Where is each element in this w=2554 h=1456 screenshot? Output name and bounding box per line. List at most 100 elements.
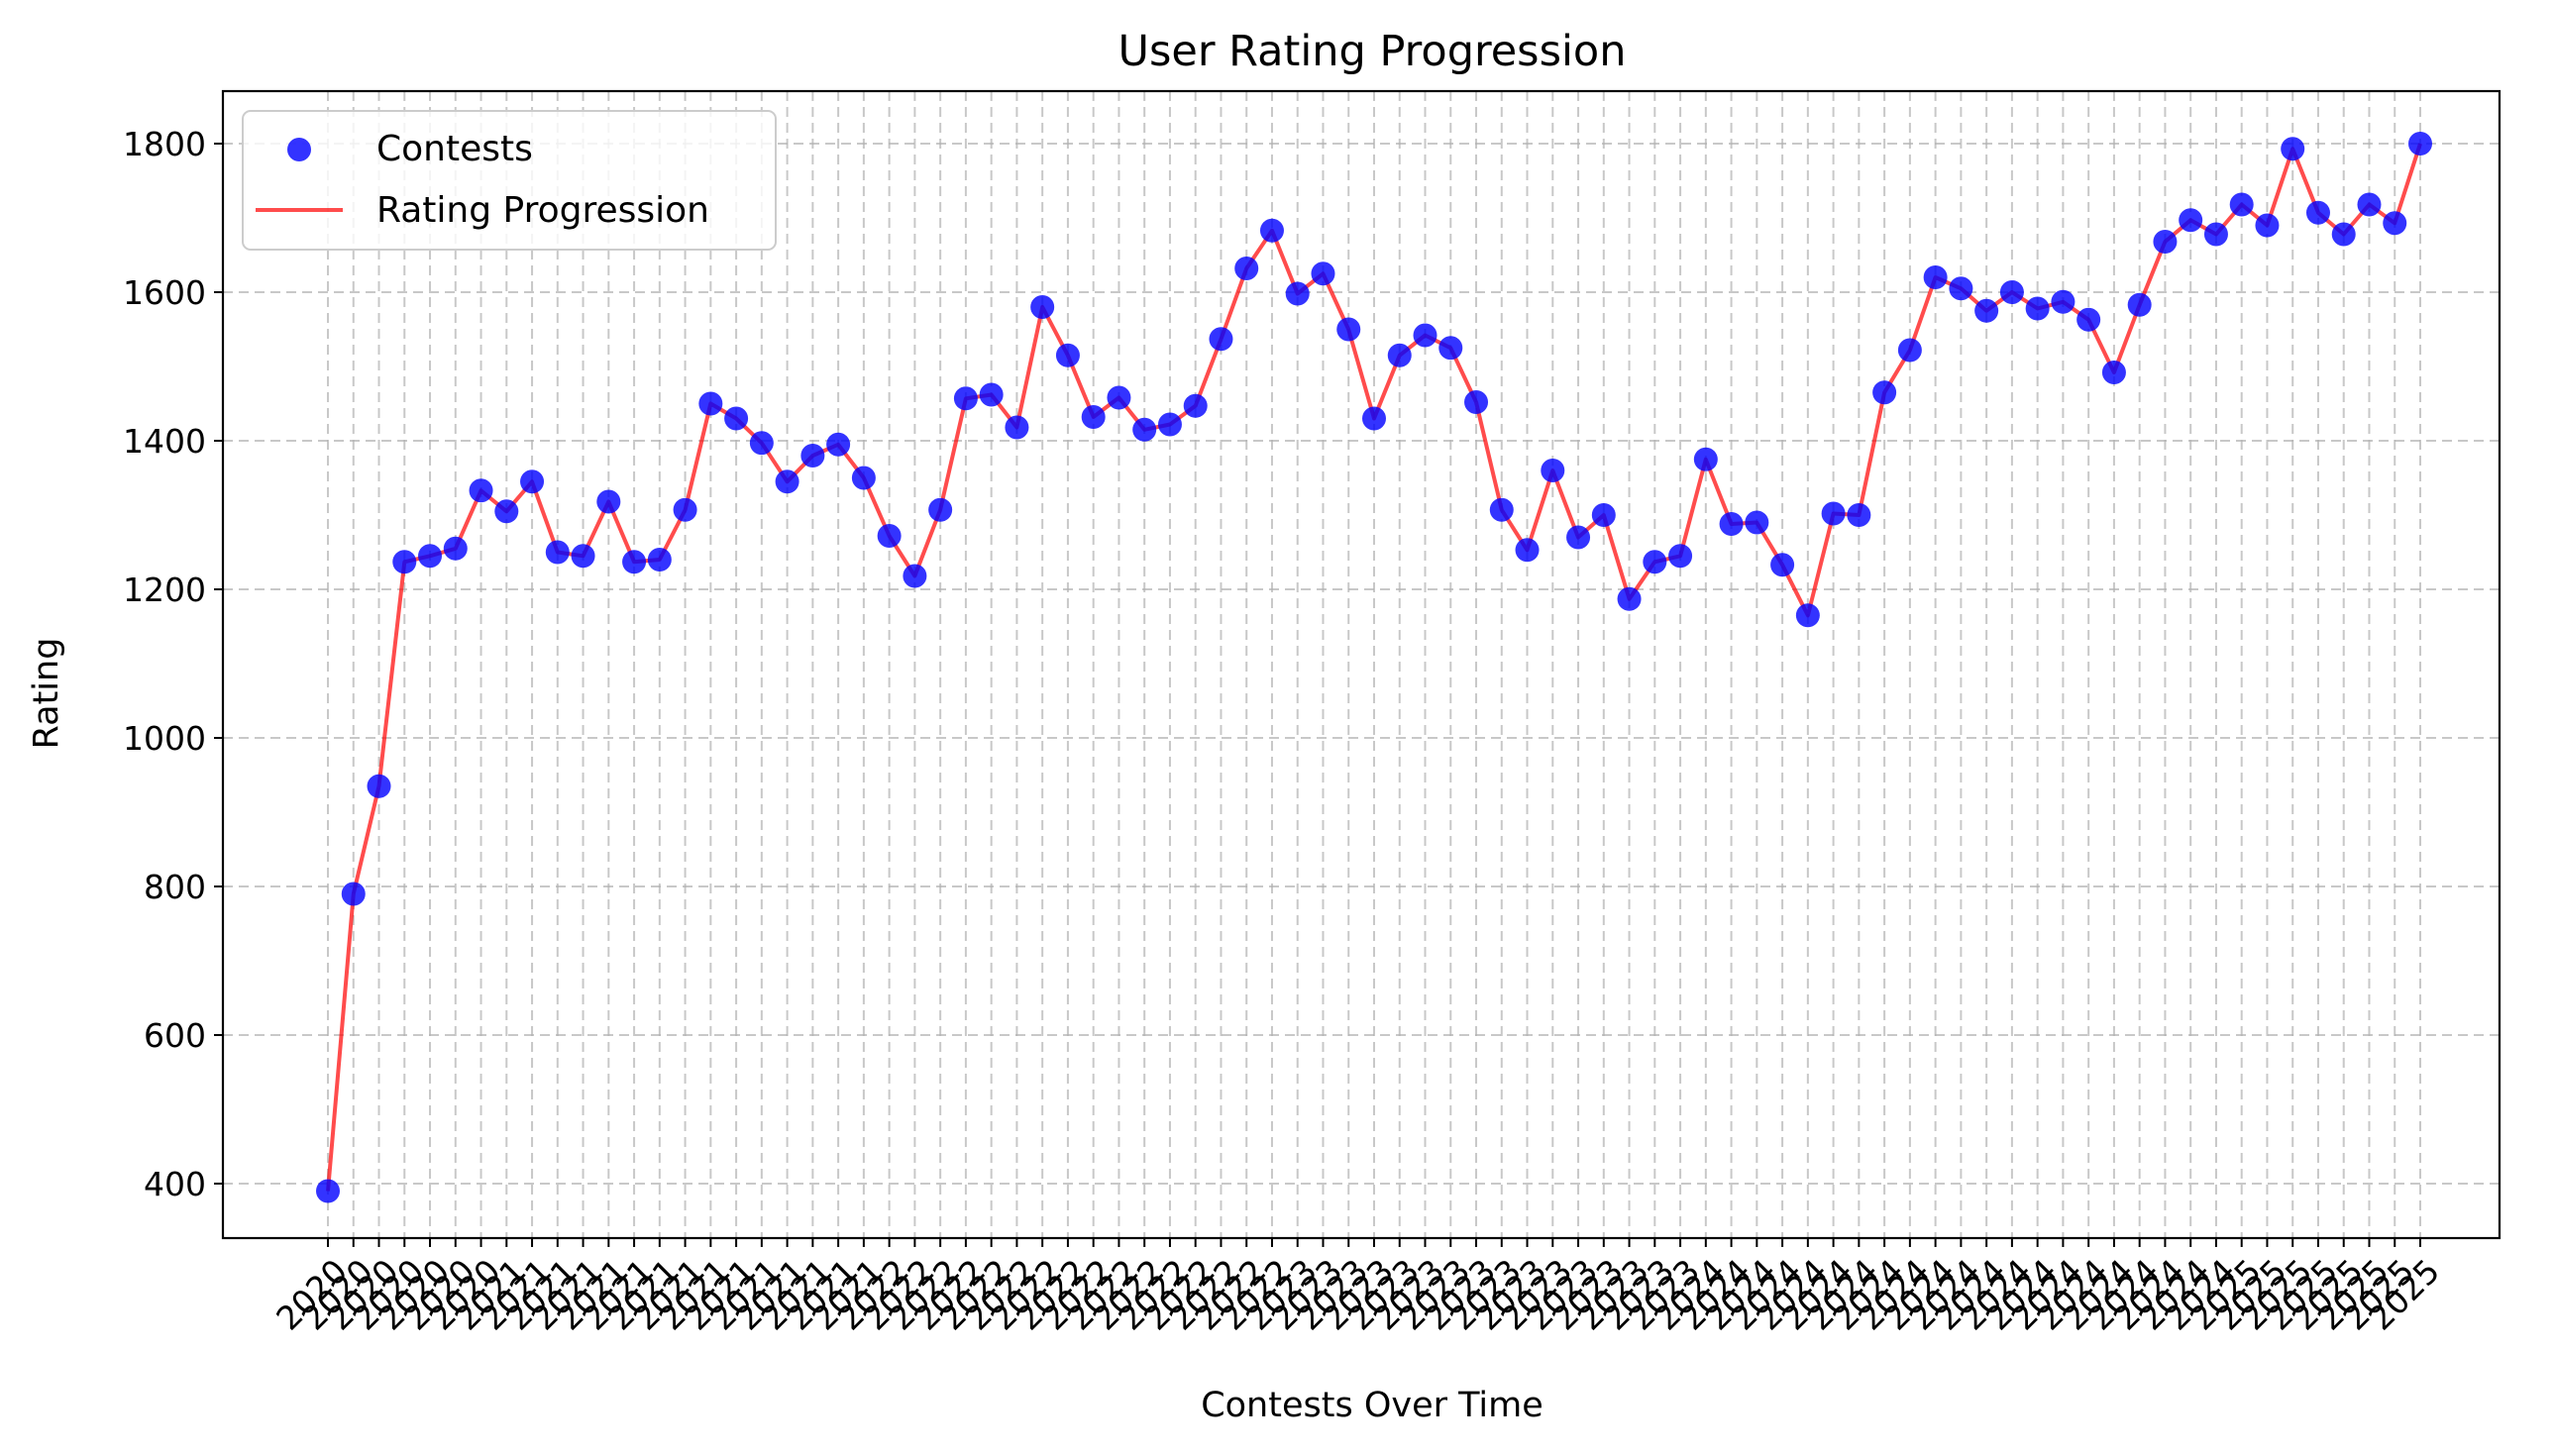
contest-point bbox=[724, 406, 749, 431]
contest-point bbox=[1974, 298, 1999, 323]
contest-point bbox=[545, 540, 570, 565]
contest-point bbox=[1745, 510, 1769, 535]
contest-point bbox=[2153, 230, 2178, 254]
contest-point bbox=[1030, 295, 1055, 319]
y-tick-label: 1400 bbox=[123, 422, 206, 461]
contest-point bbox=[851, 466, 876, 490]
contest-point bbox=[2101, 361, 2126, 384]
contest-point bbox=[494, 499, 519, 524]
plot-area-frame bbox=[221, 89, 2501, 1240]
y-tick-label: 1800 bbox=[123, 125, 206, 163]
contest-point bbox=[953, 386, 978, 411]
contest-points bbox=[316, 132, 2432, 1203]
contest-point bbox=[2331, 222, 2356, 247]
y-tick-label: 1200 bbox=[123, 571, 206, 609]
grid bbox=[223, 91, 2500, 1238]
contest-point bbox=[1285, 281, 1310, 306]
contest-point bbox=[316, 1179, 340, 1203]
contest-point bbox=[1259, 218, 1284, 243]
contest-point bbox=[2281, 137, 2305, 161]
contest-point bbox=[1107, 385, 1131, 410]
contest-point bbox=[2179, 208, 2203, 233]
contest-point bbox=[571, 544, 595, 569]
legend-contests-marker bbox=[287, 138, 311, 161]
contest-point bbox=[1362, 406, 1386, 431]
contest-point bbox=[1566, 525, 1591, 550]
contest-point bbox=[1591, 503, 1616, 527]
y-tick-label: 1000 bbox=[123, 719, 206, 758]
contest-point bbox=[1055, 343, 1080, 367]
contest-point bbox=[443, 536, 468, 561]
contest-point bbox=[1923, 265, 1948, 289]
contest-point bbox=[1005, 415, 1029, 440]
x-axis-label: Contests Over Time bbox=[1201, 1386, 1543, 1425]
contest-point bbox=[469, 478, 493, 503]
contest-point bbox=[622, 550, 647, 574]
x-axis-ticks: 2020202020202020202020202020202120212021… bbox=[268, 1238, 2447, 1338]
contest-point bbox=[2203, 222, 2228, 247]
y-tick-label: 600 bbox=[144, 1016, 206, 1055]
contest-point bbox=[418, 544, 443, 569]
contest-point bbox=[928, 497, 953, 522]
chart-title: User Rating Progression bbox=[1118, 27, 1627, 76]
y-tick-label: 1600 bbox=[123, 273, 206, 312]
contest-point bbox=[1617, 586, 1642, 611]
legend: Contests Rating Progression bbox=[242, 110, 777, 251]
contest-point bbox=[367, 774, 391, 798]
contest-point bbox=[903, 564, 927, 588]
contest-point bbox=[800, 444, 825, 468]
contest-point bbox=[749, 431, 774, 456]
contest-point bbox=[979, 382, 1004, 407]
contest-point bbox=[1949, 276, 1973, 301]
contest-point bbox=[1897, 338, 1922, 363]
legend-box bbox=[242, 110, 777, 251]
contest-point bbox=[1489, 497, 1514, 522]
contest-point bbox=[1847, 503, 1871, 527]
contest-point bbox=[1795, 603, 1820, 628]
contest-point bbox=[698, 391, 723, 416]
contest-point bbox=[341, 882, 366, 906]
contest-point bbox=[1693, 447, 1718, 471]
contest-point bbox=[1336, 317, 1361, 342]
contest-point bbox=[2408, 132, 2432, 156]
contest-point bbox=[596, 489, 621, 514]
contest-point bbox=[647, 548, 672, 572]
contest-point bbox=[1643, 550, 1667, 574]
contest-point bbox=[392, 550, 417, 574]
contest-point bbox=[877, 524, 902, 548]
contest-point bbox=[2076, 307, 2101, 332]
y-axis-label: Rating bbox=[27, 638, 66, 750]
contest-point bbox=[1183, 393, 1208, 418]
contest-point bbox=[1132, 417, 1157, 442]
contest-point bbox=[1719, 512, 1744, 536]
contest-point bbox=[826, 432, 851, 457]
contest-point bbox=[2357, 192, 2382, 217]
y-tick-label: 800 bbox=[144, 868, 206, 906]
contest-point bbox=[2305, 200, 2330, 225]
legend-contests-label: Contests bbox=[376, 129, 533, 169]
legend-rating-label: Rating Progression bbox=[376, 190, 709, 231]
contest-point bbox=[775, 469, 799, 494]
contest-point bbox=[1387, 343, 1412, 367]
contest-point bbox=[1081, 405, 1106, 429]
contest-point bbox=[1515, 538, 1540, 563]
contest-point bbox=[1668, 544, 1693, 569]
contest-point bbox=[520, 469, 545, 494]
contest-point bbox=[1770, 553, 1795, 577]
contest-point bbox=[1234, 257, 1259, 280]
contest-point bbox=[1464, 390, 1489, 414]
contest-point bbox=[1413, 323, 1437, 348]
contest-point bbox=[2051, 289, 2075, 314]
contest-point bbox=[1209, 327, 1233, 352]
contest-point bbox=[1541, 459, 1565, 482]
contest-point bbox=[2255, 213, 2280, 238]
contest-point bbox=[673, 497, 697, 522]
contest-point bbox=[1438, 336, 1463, 361]
y-tick-label: 400 bbox=[144, 1165, 206, 1203]
contest-point bbox=[1872, 380, 1897, 405]
contest-point bbox=[1157, 412, 1182, 437]
contest-point bbox=[2229, 192, 2254, 217]
contest-point bbox=[2383, 211, 2407, 236]
